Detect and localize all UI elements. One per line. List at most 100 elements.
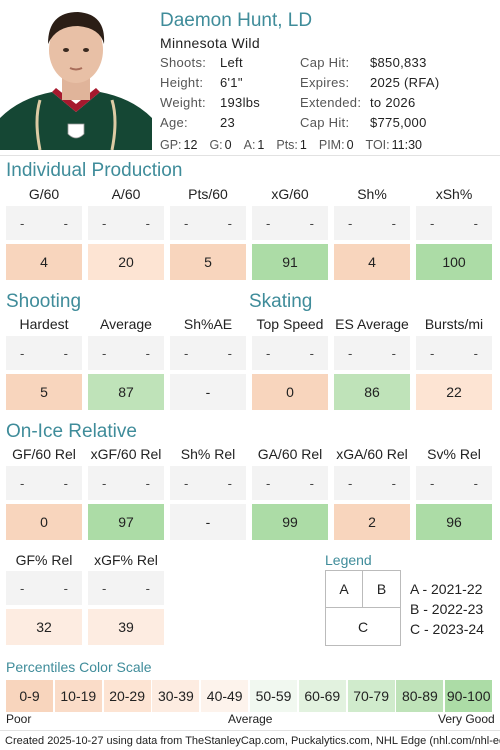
placeholder-a: - xyxy=(20,475,25,491)
bio-value: $775,000 xyxy=(370,115,427,130)
scale-poor-label: Poor xyxy=(6,712,32,726)
scale-cell: 60-69 xyxy=(298,680,346,712)
placeholder-a: - xyxy=(348,215,353,231)
percentile-cell: 0 xyxy=(252,374,328,410)
placeholder-b: - xyxy=(145,580,150,596)
legend-cell-c: C xyxy=(325,607,401,646)
percentile-cell: 22 xyxy=(416,374,492,410)
column-header: Top Speed xyxy=(256,316,324,332)
legend-title: Legend xyxy=(325,552,372,568)
column-header: Sh%AE xyxy=(183,316,233,332)
season-values-row: -- xyxy=(6,336,82,370)
column-header: Hardest xyxy=(19,316,69,332)
percentile-cell: 86 xyxy=(334,374,410,410)
placeholder-b: - xyxy=(227,215,232,231)
column-header: GF% Rel xyxy=(15,552,73,568)
column-header: GA/60 Rel xyxy=(257,446,323,462)
legend-item-b: B - 2022-23 xyxy=(410,601,484,617)
footer-divider xyxy=(0,730,500,731)
scale-average-label: Average xyxy=(228,712,273,726)
bio-key: Height: xyxy=(160,75,204,90)
placeholder-b: - xyxy=(309,475,314,491)
bio-key: Weight: xyxy=(160,95,206,110)
season-values-row: -- xyxy=(170,466,246,500)
percentile-cell: 5 xyxy=(170,244,246,280)
column-header: xGA/60 Rel xyxy=(336,446,408,462)
scale-cell: 0-9 xyxy=(6,680,53,712)
placeholder-b: - xyxy=(145,215,150,231)
placeholder-a: - xyxy=(20,345,25,361)
percentile-cell: 4 xyxy=(334,244,410,280)
placeholder-a: - xyxy=(348,475,353,491)
scale-cell: 80-89 xyxy=(396,680,444,712)
bio-value: 6'1" xyxy=(220,75,243,90)
placeholder-a: - xyxy=(102,580,107,596)
placeholder-a: - xyxy=(430,345,435,361)
column-header: Sh% Rel xyxy=(180,446,236,462)
percentile-cell: 39 xyxy=(88,609,164,645)
percentile-cell: 4 xyxy=(6,244,82,280)
placeholder-a: - xyxy=(102,215,107,231)
scale-cell: 70-79 xyxy=(347,680,395,712)
bio-key: Shoots: xyxy=(160,55,207,70)
season-values-row: -- xyxy=(334,336,410,370)
placeholder-a: - xyxy=(348,345,353,361)
column-header: A/60 xyxy=(111,186,141,202)
season-values-row: -- xyxy=(416,336,492,370)
placeholder-b: - xyxy=(63,345,68,361)
legend-item-c: C - 2023-24 xyxy=(410,621,484,637)
scale-title: Percentiles Color Scale xyxy=(6,659,152,675)
season-values-row: -- xyxy=(88,336,164,370)
section-title-onice: On-Ice Relative xyxy=(6,421,137,442)
stat-value: 1 xyxy=(299,138,307,152)
scale-cell: 30-39 xyxy=(152,680,200,712)
percentile-cell: 0 xyxy=(6,504,82,540)
percentile-cell: 2 xyxy=(334,504,410,540)
placeholder-b: - xyxy=(63,475,68,491)
season-values-row: -- xyxy=(6,206,82,240)
column-header: xGF/60 Rel xyxy=(90,446,162,462)
placeholder-a: - xyxy=(20,215,25,231)
placeholder-a: - xyxy=(20,580,25,596)
legend-item-a: A - 2021-22 xyxy=(410,581,483,597)
season-values-row: -- xyxy=(334,466,410,500)
placeholder-a: - xyxy=(102,345,107,361)
percentile-cell: 100 xyxy=(416,244,492,280)
placeholder-b: - xyxy=(473,475,478,491)
percentile-cell: 96 xyxy=(416,504,492,540)
bio-value: to 2026 xyxy=(370,95,416,110)
placeholder-b: - xyxy=(227,475,232,491)
stat-value: 0 xyxy=(346,138,354,152)
bio-key: Extended: xyxy=(300,95,362,110)
placeholder-b: - xyxy=(473,345,478,361)
placeholder-b: - xyxy=(473,215,478,231)
placeholder-a: - xyxy=(184,345,189,361)
stat-key: A: xyxy=(243,138,256,152)
scale-cell: 50-59 xyxy=(250,680,297,712)
stat-value: 0 xyxy=(224,138,232,152)
bio-key: Expires: xyxy=(300,75,350,90)
column-header: xSh% xyxy=(435,186,473,202)
scale-cell: 90-100 xyxy=(445,680,493,712)
season-values-row: -- xyxy=(416,206,492,240)
placeholder-b: - xyxy=(309,345,314,361)
placeholder-a: - xyxy=(266,475,271,491)
column-header: Pts/60 xyxy=(188,186,228,202)
column-header: Average xyxy=(100,316,152,332)
placeholder-b: - xyxy=(63,580,68,596)
placeholder-a: - xyxy=(184,475,189,491)
stat-value: 1 xyxy=(257,138,265,152)
placeholder-b: - xyxy=(391,475,396,491)
bio-value: 2025 (RFA) xyxy=(370,75,440,90)
percentile-cell: 97 xyxy=(88,504,164,540)
season-values-row: -- xyxy=(88,571,164,605)
stat-key: GP: xyxy=(160,138,182,152)
season-values-row: -- xyxy=(170,336,246,370)
season-values-row: -- xyxy=(88,206,164,240)
stat-key: PIM: xyxy=(318,138,345,152)
stat-value: 11:30 xyxy=(391,138,422,152)
bio-value: Left xyxy=(220,55,243,70)
column-header: GF/60 Rel xyxy=(12,446,76,462)
season-values-row: -- xyxy=(6,571,82,605)
placeholder-b: - xyxy=(145,475,150,491)
